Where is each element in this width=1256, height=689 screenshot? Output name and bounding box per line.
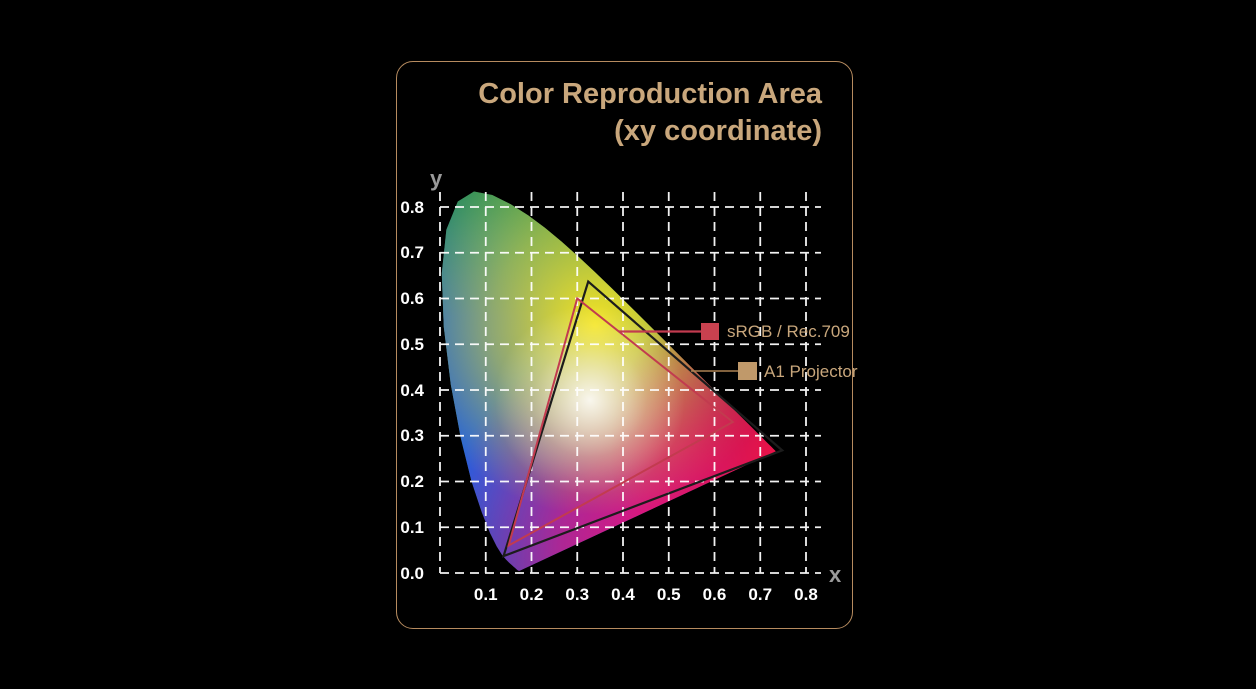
svg-text:0.1: 0.1 (400, 518, 424, 537)
svg-text:0.7: 0.7 (400, 243, 424, 262)
svg-text:0.1: 0.1 (474, 585, 498, 604)
svg-text:0.6: 0.6 (400, 289, 424, 308)
svg-text:0.3: 0.3 (565, 585, 589, 604)
svg-text:0.2: 0.2 (400, 472, 424, 491)
svg-text:0.6: 0.6 (703, 585, 727, 604)
svg-text:0.7: 0.7 (748, 585, 772, 604)
svg-text:A1 Projector: A1 Projector (764, 362, 858, 381)
svg-text:sRGB / Rec.709: sRGB / Rec.709 (727, 322, 850, 341)
svg-text:0.5: 0.5 (657, 585, 681, 604)
svg-text:0.4: 0.4 (611, 585, 635, 604)
svg-text:y: y (430, 166, 443, 191)
svg-text:0.8: 0.8 (794, 585, 818, 604)
svg-text:0.0: 0.0 (400, 564, 424, 583)
svg-text:0.4: 0.4 (400, 381, 424, 400)
svg-text:0.5: 0.5 (400, 335, 424, 354)
svg-text:0.2: 0.2 (520, 585, 544, 604)
svg-text:0.8: 0.8 (400, 198, 424, 217)
svg-text:0.3: 0.3 (400, 426, 424, 445)
svg-text:x: x (829, 562, 842, 587)
